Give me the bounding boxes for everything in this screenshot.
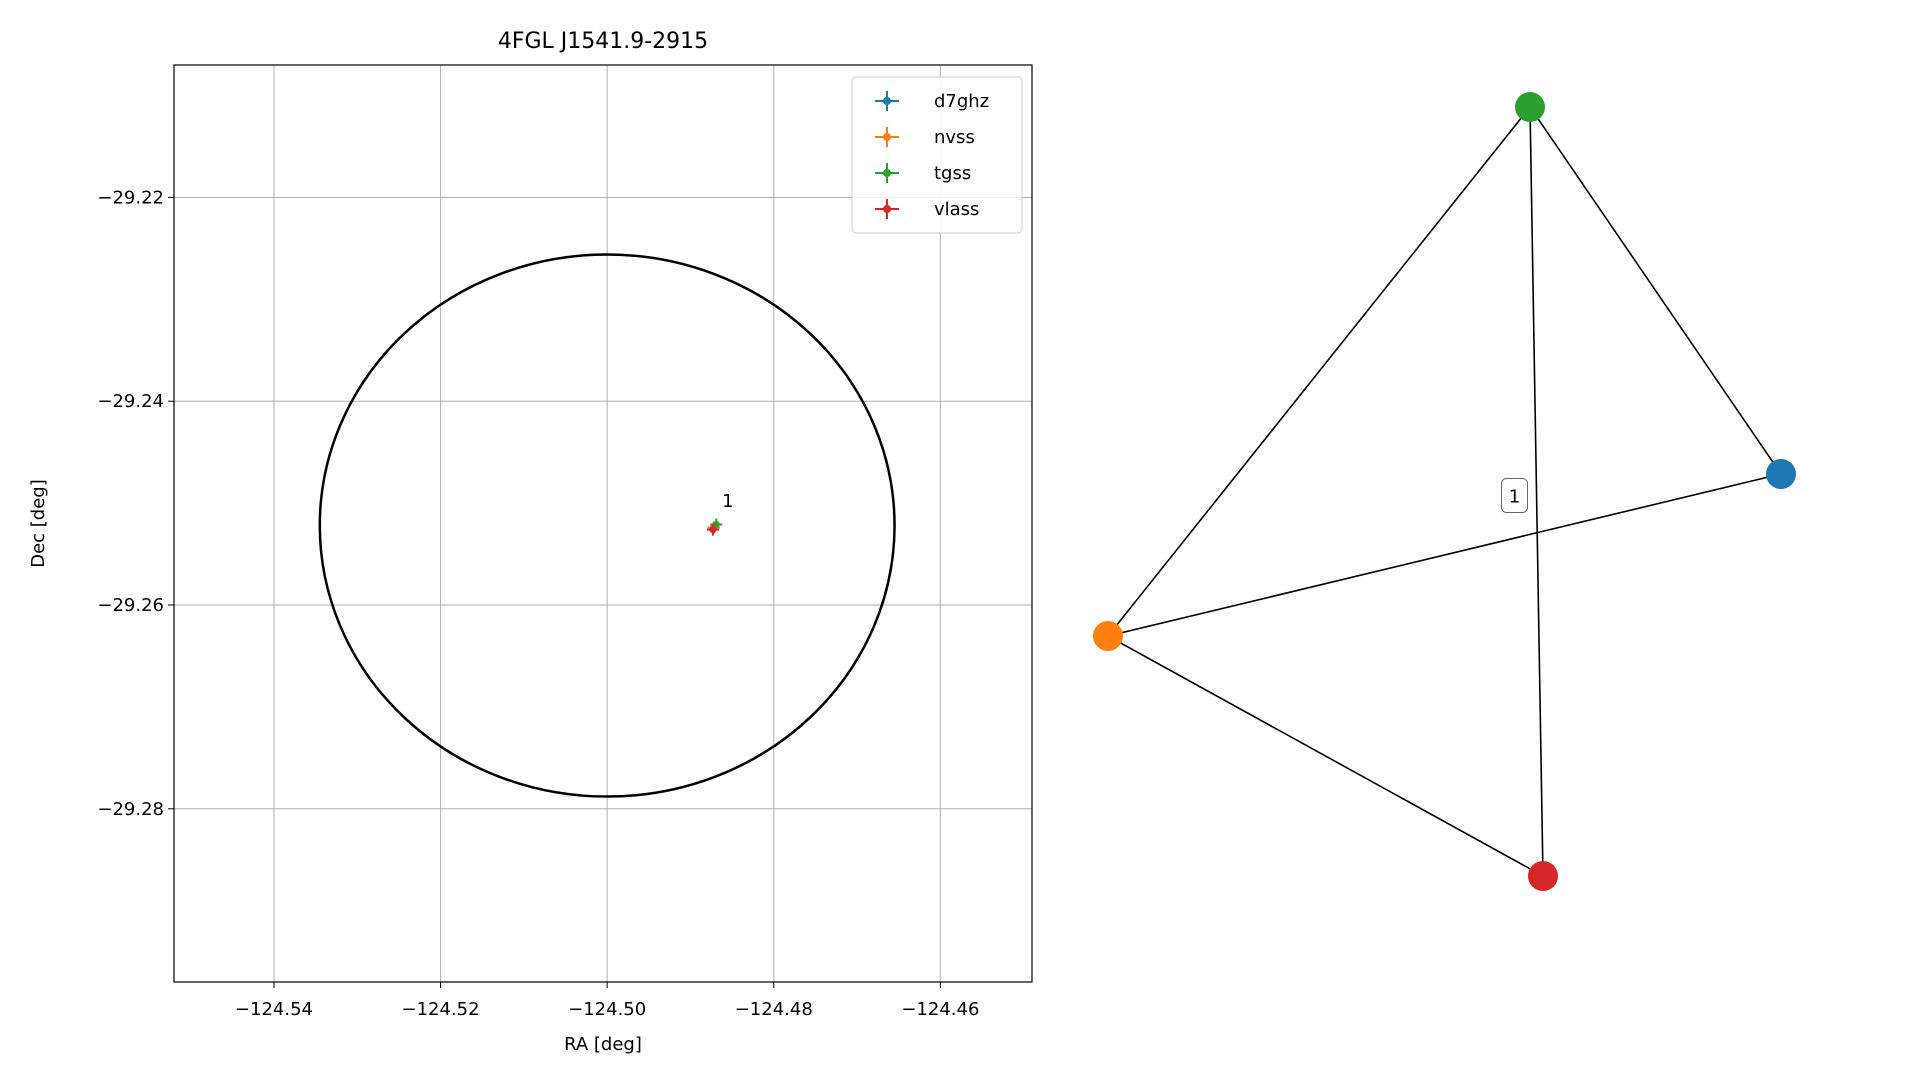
x-tick-label: −124.52 <box>402 999 480 1020</box>
marker <box>709 526 717 534</box>
edges <box>1107 106 1782 877</box>
node <box>1766 459 1796 489</box>
edge <box>1529 106 1544 877</box>
edge-label: 1 <box>1509 487 1520 508</box>
y-tick-label: −29.22 <box>97 187 164 208</box>
legend: d7ghz nvss tgss vlass <box>851 76 1023 234</box>
legend-marker <box>883 205 891 213</box>
node <box>1528 861 1558 891</box>
legend-label: tgss <box>934 163 971 184</box>
x-tick-label: −124.54 <box>235 999 313 1020</box>
chart-title: 4FGL J1541.9-2915 <box>498 29 708 54</box>
edge <box>1529 106 1782 475</box>
x-axis-label: RA [deg] <box>564 1034 642 1055</box>
node <box>1515 92 1545 122</box>
legend-label: vlass <box>934 199 979 220</box>
legend-marker <box>883 97 891 105</box>
y-tick-label: −29.26 <box>97 595 164 616</box>
error-ellipse <box>318 253 896 798</box>
plot-frame <box>173 64 1033 983</box>
data-point <box>706 523 719 536</box>
node <box>1093 621 1123 651</box>
edge <box>1107 635 1544 877</box>
legend-marker <box>883 133 891 141</box>
x-tick-label: −124.48 <box>735 999 813 1020</box>
x-tick-label: −124.50 <box>568 999 646 1020</box>
legend-label: nvss <box>934 127 975 148</box>
edge <box>1107 473 1782 637</box>
edge-label-box <box>1501 478 1528 513</box>
edge <box>1107 106 1531 637</box>
legend-frame <box>851 76 1023 234</box>
marker <box>712 521 720 529</box>
legend-label: d7ghz <box>934 91 989 112</box>
y-axis-label: Dec [deg] <box>28 479 49 568</box>
y-tick-label: −29.28 <box>97 799 164 820</box>
y-tick-label: −29.24 <box>97 391 164 412</box>
legend-marker <box>883 169 891 177</box>
x-tick-label: −124.46 <box>901 999 979 1020</box>
annotation: 1 <box>722 491 733 512</box>
